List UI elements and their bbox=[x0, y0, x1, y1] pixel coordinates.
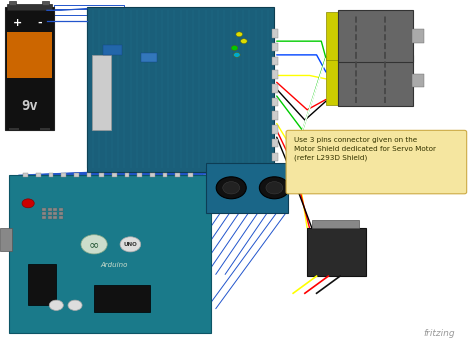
Bar bbox=[54, 212, 57, 215]
Text: -: - bbox=[38, 18, 43, 28]
Bar bbox=[48, 208, 52, 211]
FancyBboxPatch shape bbox=[286, 130, 467, 194]
Bar bbox=[59, 216, 63, 219]
Bar bbox=[206, 163, 289, 213]
Bar bbox=[48, 212, 52, 215]
Bar bbox=[7, 4, 52, 10]
Bar bbox=[36, 173, 41, 177]
Bar bbox=[87, 173, 91, 177]
Bar bbox=[54, 216, 57, 219]
Bar bbox=[272, 111, 278, 120]
Bar bbox=[94, 285, 150, 312]
Circle shape bbox=[241, 39, 247, 44]
Circle shape bbox=[22, 199, 34, 208]
Bar bbox=[42, 208, 46, 211]
Bar bbox=[337, 10, 413, 62]
Bar bbox=[28, 264, 56, 305]
Bar bbox=[87, 7, 274, 172]
Text: UNO: UNO bbox=[124, 242, 137, 247]
Bar bbox=[141, 53, 157, 62]
Bar bbox=[326, 12, 340, 60]
Bar bbox=[272, 84, 278, 93]
Bar bbox=[112, 173, 117, 177]
Bar bbox=[74, 173, 79, 177]
Bar bbox=[188, 173, 193, 177]
Bar bbox=[62, 173, 66, 177]
Bar bbox=[272, 57, 278, 65]
Bar bbox=[92, 55, 111, 130]
Bar bbox=[54, 208, 57, 211]
Bar bbox=[312, 220, 359, 228]
Circle shape bbox=[68, 300, 82, 310]
Circle shape bbox=[231, 46, 238, 50]
Circle shape bbox=[234, 52, 240, 57]
Circle shape bbox=[259, 177, 290, 199]
Bar bbox=[307, 228, 366, 276]
Bar bbox=[5, 7, 54, 130]
Bar bbox=[175, 173, 180, 177]
Bar bbox=[272, 139, 278, 147]
Circle shape bbox=[236, 32, 243, 37]
Bar bbox=[272, 29, 278, 38]
Bar bbox=[59, 208, 63, 211]
Bar bbox=[412, 74, 424, 87]
Circle shape bbox=[223, 182, 240, 194]
Bar bbox=[7, 32, 52, 79]
Text: ∞: ∞ bbox=[89, 238, 99, 251]
Bar bbox=[48, 216, 52, 219]
Bar bbox=[163, 173, 167, 177]
Text: fritzing: fritzing bbox=[423, 329, 455, 338]
Text: Use 3 pins connector given on the
Motor Shield dedicated for Servo Motor
(refer : Use 3 pins connector given on the Motor … bbox=[294, 137, 436, 161]
Bar bbox=[137, 173, 142, 177]
Bar bbox=[103, 45, 122, 55]
Bar bbox=[412, 29, 424, 43]
Bar bbox=[42, 216, 46, 219]
Circle shape bbox=[266, 182, 283, 194]
Bar bbox=[337, 55, 413, 106]
Bar bbox=[272, 43, 278, 51]
Bar bbox=[125, 173, 129, 177]
Bar bbox=[326, 57, 340, 105]
Circle shape bbox=[216, 177, 246, 199]
Bar bbox=[42, 1, 49, 5]
Bar bbox=[59, 212, 63, 215]
Bar bbox=[9, 175, 211, 333]
Bar bbox=[272, 70, 278, 79]
Bar bbox=[42, 212, 46, 215]
Bar bbox=[150, 173, 155, 177]
Bar bbox=[40, 128, 50, 130]
Bar bbox=[49, 173, 54, 177]
Circle shape bbox=[81, 235, 107, 254]
Circle shape bbox=[49, 300, 64, 310]
Bar bbox=[9, 128, 19, 130]
Bar bbox=[100, 173, 104, 177]
Bar bbox=[272, 125, 278, 134]
Bar bbox=[0, 228, 12, 251]
Bar bbox=[272, 98, 278, 106]
Text: +: + bbox=[12, 18, 22, 28]
Bar bbox=[9, 1, 17, 5]
Bar bbox=[23, 173, 28, 177]
Bar bbox=[272, 153, 278, 161]
Circle shape bbox=[120, 237, 141, 252]
Text: 9v: 9v bbox=[21, 99, 38, 113]
Text: Arduino: Arduino bbox=[100, 262, 128, 268]
